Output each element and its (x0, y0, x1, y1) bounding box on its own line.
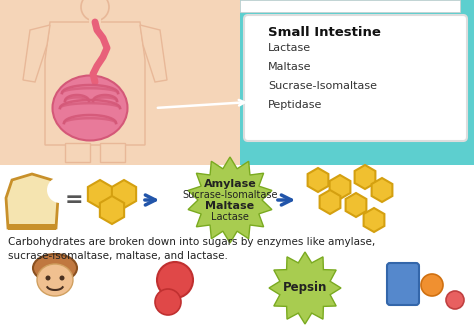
Polygon shape (140, 25, 167, 82)
Bar (0, 260, 474, 330)
Text: Lactase: Lactase (211, 212, 249, 222)
Text: Amylase: Amylase (204, 179, 256, 189)
Bar (0, 0, 240, 165)
Circle shape (446, 291, 464, 309)
Bar (0, 165, 474, 235)
Polygon shape (355, 165, 375, 189)
Bar (0, 0, 474, 165)
Ellipse shape (53, 76, 128, 141)
Text: =: = (64, 190, 83, 210)
Polygon shape (112, 180, 136, 208)
Polygon shape (100, 196, 124, 224)
Text: Sucrase-Isomaltase: Sucrase-Isomaltase (268, 81, 377, 91)
Text: Lactase: Lactase (268, 43, 311, 53)
Circle shape (81, 0, 109, 21)
Polygon shape (329, 175, 350, 199)
Polygon shape (346, 193, 366, 217)
Text: Peptidase: Peptidase (268, 100, 322, 110)
Text: Sucrase-Isomaltase: Sucrase-Isomaltase (182, 190, 278, 200)
Bar (89, 9, 101, 23)
Polygon shape (88, 180, 112, 208)
Polygon shape (6, 174, 58, 228)
Polygon shape (364, 208, 384, 232)
Circle shape (157, 262, 193, 298)
Polygon shape (308, 168, 328, 192)
Circle shape (155, 289, 181, 315)
Polygon shape (100, 143, 125, 162)
Polygon shape (45, 22, 145, 145)
Text: Pepsin: Pepsin (283, 281, 327, 294)
Text: Maltase: Maltase (205, 201, 255, 211)
Circle shape (46, 276, 51, 280)
FancyBboxPatch shape (387, 263, 419, 305)
Polygon shape (188, 157, 272, 243)
Text: Small Intestine: Small Intestine (268, 25, 381, 39)
Circle shape (421, 274, 443, 296)
Text: Maltase: Maltase (268, 62, 311, 72)
Ellipse shape (33, 254, 77, 282)
Circle shape (47, 177, 73, 203)
Ellipse shape (37, 264, 73, 296)
Bar (240, 0, 460, 12)
Polygon shape (23, 25, 50, 82)
Polygon shape (372, 178, 392, 202)
FancyBboxPatch shape (244, 15, 467, 141)
Text: Carbohydrates are broken down into sugars by enzymes like amylase,
sucrase-isoma: Carbohydrates are broken down into sugar… (8, 237, 375, 261)
Polygon shape (319, 190, 340, 214)
Polygon shape (65, 143, 90, 162)
Bar (8, 224, 56, 230)
Polygon shape (269, 252, 341, 324)
Circle shape (60, 276, 64, 280)
